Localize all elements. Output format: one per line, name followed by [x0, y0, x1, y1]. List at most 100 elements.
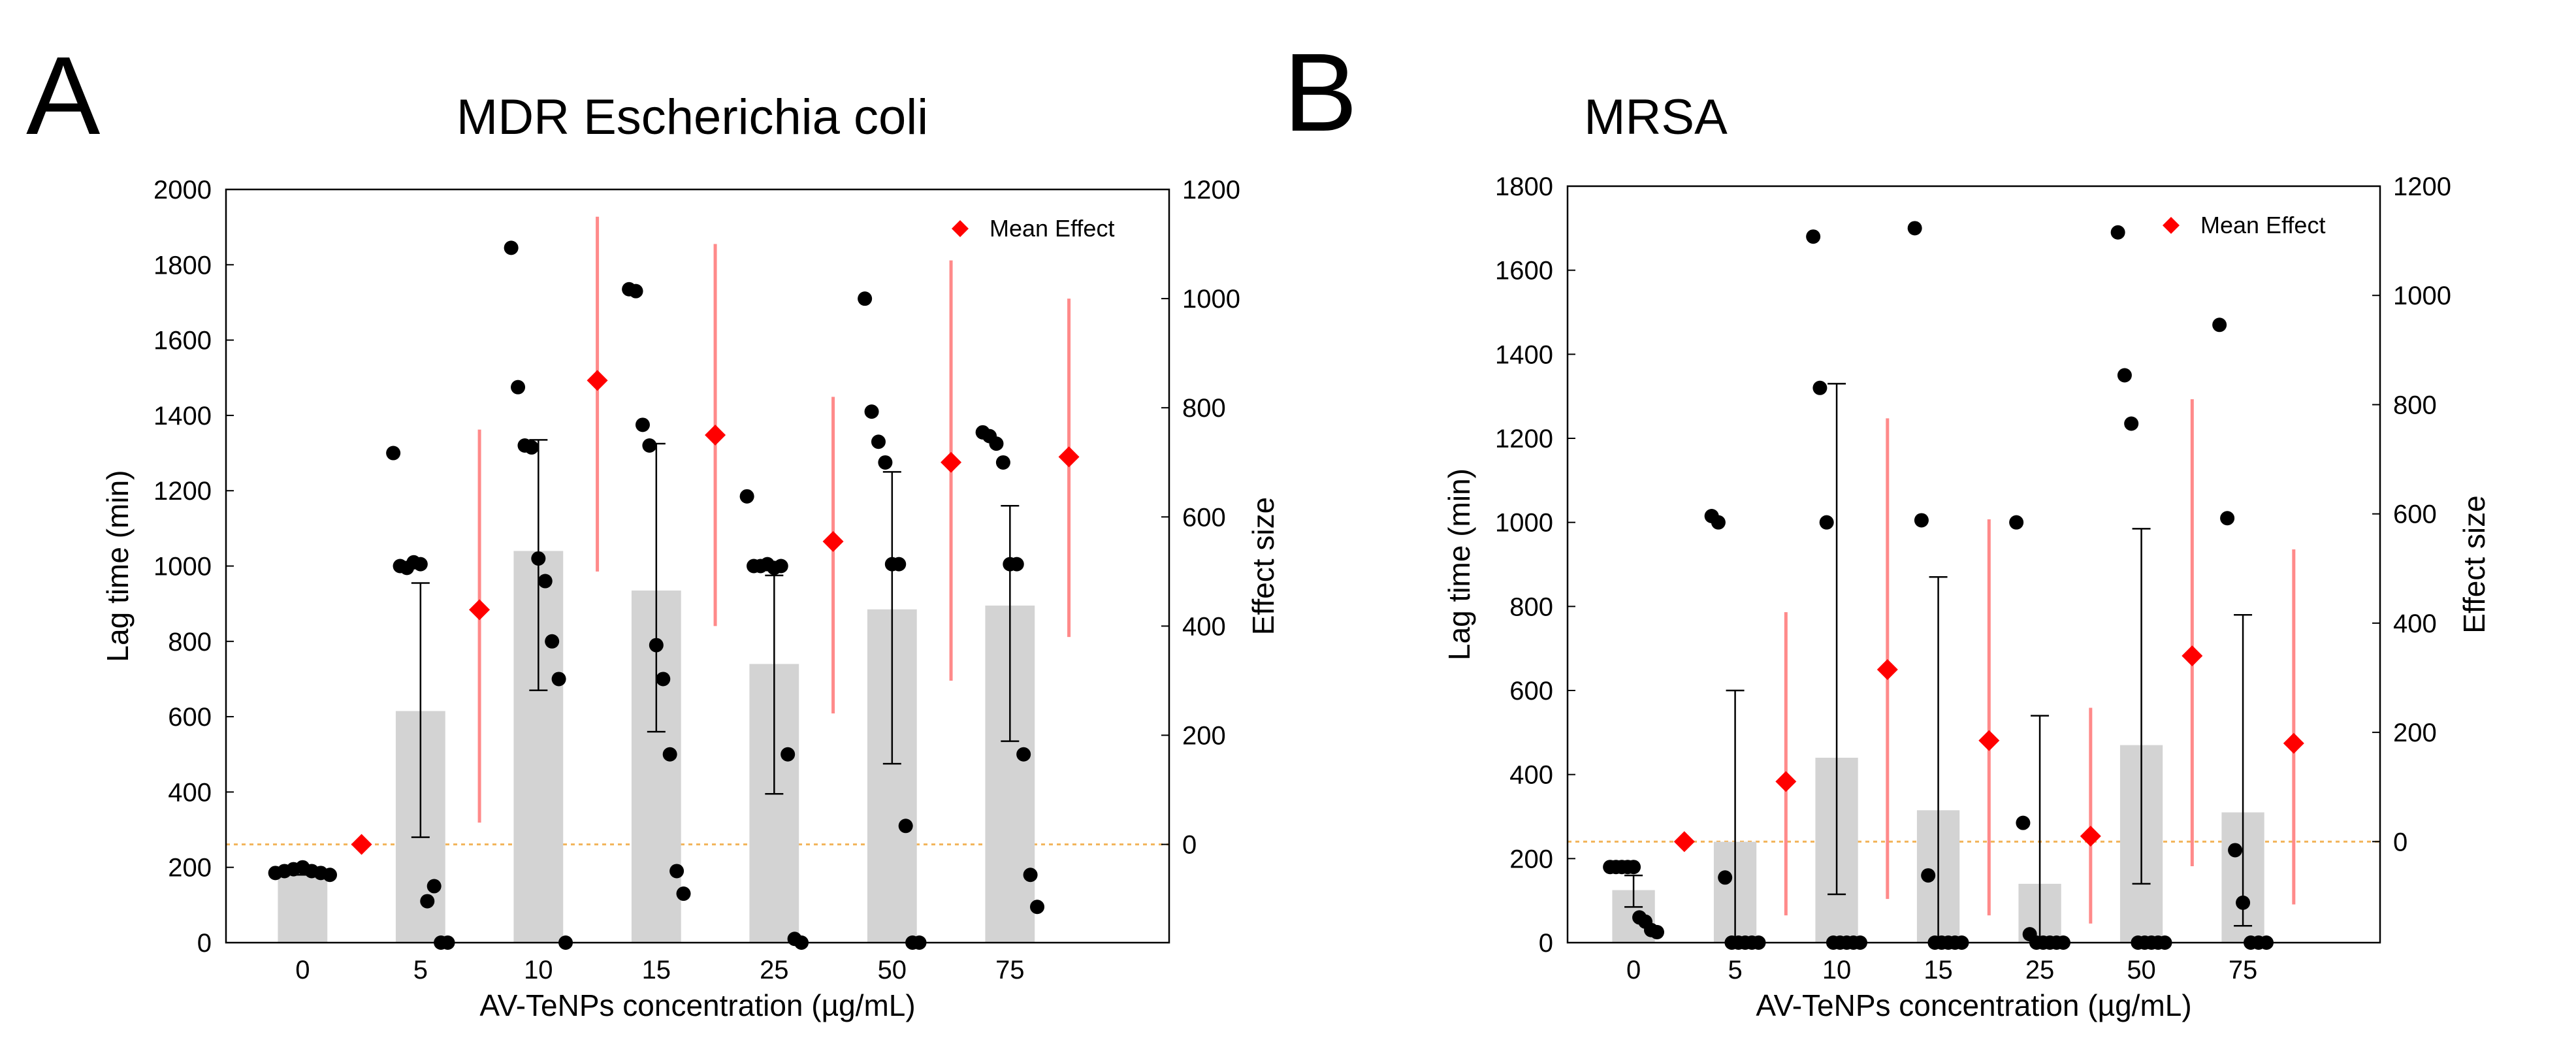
- y2-tick-label: 400: [2393, 609, 2437, 638]
- panel-b: B MRSA 0 200 400 600 800 1000 1200 1400 1600 1800 0 2…: [1283, 31, 2491, 1022]
- data-point: [413, 557, 428, 572]
- data-point: [323, 868, 338, 883]
- effect-mean-75: [2283, 732, 2304, 754]
- data-point: [2117, 368, 2132, 383]
- data-point: [892, 557, 907, 572]
- effect-mean-50: [2182, 645, 2203, 667]
- data-point: [1718, 870, 1733, 885]
- data-point: [2009, 515, 2024, 530]
- y2-tick-label: 400: [1182, 612, 1226, 641]
- x-tick-label: 0: [1626, 956, 1641, 984]
- y-tick-label: 0: [197, 929, 212, 958]
- y2-tick-label: 0: [1182, 831, 1197, 860]
- y-tick-label: 2000: [153, 176, 212, 204]
- x-axis-label: AV-TeNPs concentration (µg/mL): [479, 988, 915, 1022]
- x-tick-label: 50: [2127, 956, 2156, 984]
- y-tick-label: 1800: [1495, 172, 1553, 201]
- data-point: [669, 864, 684, 879]
- y-tick-label: 200: [168, 854, 212, 883]
- data-point: [662, 747, 677, 762]
- y-tick-label: 1000: [153, 553, 212, 581]
- x-tick-label: 25: [2025, 956, 2055, 984]
- x-tick-label: 10: [1822, 956, 1852, 984]
- x-tick-label: 5: [413, 956, 428, 984]
- data-point: [551, 672, 566, 687]
- data-point: [1023, 868, 1038, 883]
- y-tick-label: 1800: [153, 251, 212, 280]
- legend-marker: [952, 220, 969, 237]
- data-point: [1009, 557, 1024, 572]
- y2-tick-label: 200: [1182, 722, 1226, 751]
- data-point: [1812, 380, 1827, 395]
- data-point: [995, 455, 1010, 470]
- effect-mean-15: [705, 424, 726, 446]
- x-tick-label: 75: [995, 956, 1025, 984]
- data-point: [2228, 843, 2243, 858]
- data-point: [635, 417, 650, 432]
- y-tick-label: 200: [1509, 845, 1553, 873]
- x-tick-label: 50: [878, 956, 907, 984]
- data-point: [1907, 221, 1922, 236]
- y-tick-label: 1600: [1495, 257, 1553, 285]
- data-point: [1819, 515, 1834, 530]
- data-point: [420, 894, 435, 909]
- y-tick-label: 1000: [1495, 509, 1553, 538]
- y-tick-label: 1600: [153, 327, 212, 355]
- y-axis-label: Lag time (min): [101, 470, 135, 662]
- y-tick-label: 800: [168, 628, 212, 657]
- effect-mean-0: [351, 834, 372, 855]
- panel-letter: B: [1283, 31, 1357, 155]
- data-point: [989, 436, 1004, 451]
- y2-tick-label: 1000: [2393, 282, 2451, 310]
- data-point: [1921, 868, 1936, 883]
- data-point: [2016, 815, 2031, 830]
- data-point: [1016, 747, 1031, 762]
- effect-mean-25: [2080, 825, 2101, 847]
- y2-tick-label: 1000: [1182, 285, 1240, 314]
- x-tick-label: 5: [1728, 956, 1742, 984]
- effect-mean-0: [1673, 831, 1695, 852]
- y-tick-label: 1200: [153, 477, 212, 506]
- bar-0: [278, 875, 328, 943]
- data-point: [656, 672, 671, 687]
- effect-mean-50: [941, 451, 962, 473]
- y-tick-label: 400: [168, 778, 212, 807]
- y2-tick-label: 0: [2393, 828, 2407, 856]
- data-point: [2110, 225, 2125, 240]
- panel-letter: A: [26, 34, 101, 158]
- data-point: [538, 574, 553, 589]
- data-point: [1711, 515, 1726, 530]
- y-tick-label: 600: [168, 703, 212, 732]
- chart-title: MDR Escherichia coli: [457, 89, 928, 145]
- x-tick-label: 15: [1924, 956, 1953, 984]
- data-point: [773, 559, 788, 574]
- data-point: [676, 886, 691, 901]
- y2-tick-label: 1200: [2393, 172, 2451, 201]
- legend-label: Mean Effect: [2200, 212, 2325, 238]
- y-tick-label: 0: [1539, 929, 1553, 958]
- data-point: [1649, 924, 1664, 939]
- y-tick-label: 800: [1509, 592, 1553, 621]
- data-point: [878, 455, 893, 470]
- data-point: [898, 819, 913, 834]
- legend-label: Mean Effect: [990, 215, 1114, 242]
- y-tick-label: 1200: [1495, 425, 1553, 453]
- y2-tick-label: 1200: [1182, 176, 1240, 204]
- x-tick-label: 15: [642, 956, 671, 984]
- data-point: [2220, 511, 2235, 526]
- y-axis-label: Lag time (min): [1442, 468, 1476, 660]
- data-point: [858, 291, 873, 306]
- data-point: [2236, 895, 2251, 910]
- effect-mean-75: [1058, 446, 1080, 468]
- data-point: [871, 434, 886, 449]
- y-tick-label: 1400: [1495, 340, 1553, 369]
- data-point: [524, 440, 539, 455]
- data-point: [781, 747, 796, 762]
- data-point: [1626, 860, 1641, 875]
- effect-mean-5: [469, 599, 491, 621]
- effect-mean-5: [1775, 771, 1797, 792]
- effect-mean-10: [587, 370, 608, 391]
- y-tick-label: 600: [1509, 677, 1553, 706]
- x-tick-label: 75: [2229, 956, 2258, 984]
